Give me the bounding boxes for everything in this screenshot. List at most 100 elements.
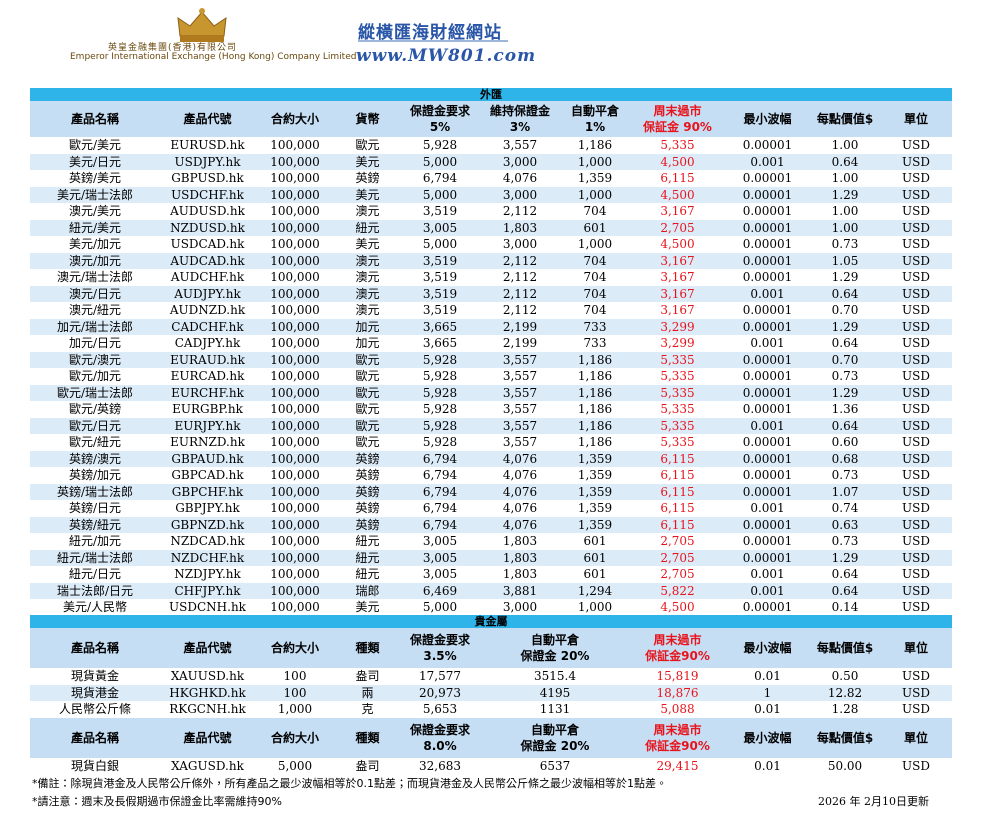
cell: 4,076 xyxy=(502,451,538,466)
header-cell: 保證金要求 3.5% xyxy=(400,628,480,668)
cell: 1,186 xyxy=(577,385,613,400)
cell: 3,557 xyxy=(502,138,538,152)
cell: 3,167 xyxy=(660,253,695,268)
cell: USD xyxy=(902,435,930,449)
header-cell: 單位 xyxy=(880,628,952,668)
header-text: 合約大小 xyxy=(270,641,319,655)
cell: 3,000 xyxy=(502,237,538,251)
cell: 1.29 xyxy=(831,270,859,284)
cell: 0.73 xyxy=(831,468,859,482)
cell: 0.001 xyxy=(750,336,785,350)
cell: 2,705 xyxy=(660,550,695,565)
cell: 5,335 xyxy=(660,369,695,383)
cell: 克 xyxy=(361,702,374,717)
cell: USDJPY.hk xyxy=(174,154,241,169)
cell: 盎司 xyxy=(355,669,380,683)
cell: 澳元 xyxy=(355,270,380,284)
cell: 3,557 xyxy=(502,385,538,400)
header-cell: 單位 xyxy=(880,718,952,758)
cell: 3,881 xyxy=(502,583,538,598)
cell: 5,653 xyxy=(422,702,458,717)
header-text: 合約大小 xyxy=(270,730,319,745)
header-text: 每點價值$ xyxy=(816,112,874,126)
cell: 3,167 xyxy=(660,270,695,284)
cell: 加元/瑞士法郎 xyxy=(56,319,134,334)
cell: 英鎊/紐元 xyxy=(68,517,122,532)
cell: 100,000 xyxy=(270,484,320,499)
cell: 2,705 xyxy=(660,534,695,548)
cell: HKGHKD.hk xyxy=(169,685,246,700)
cell: 3,519 xyxy=(422,286,458,301)
cell: 加元 xyxy=(355,319,380,334)
cell: 6,794 xyxy=(422,468,458,482)
cell: 5,000 xyxy=(422,600,458,614)
cell: 1,186 xyxy=(577,435,613,449)
cell: 100,000 xyxy=(270,501,320,515)
cell: USD xyxy=(902,669,930,683)
cell: 1,186 xyxy=(577,369,613,383)
header-cell: 種類 xyxy=(335,718,400,758)
cell: 0.00001 xyxy=(742,187,793,202)
cell: 1,359 xyxy=(577,484,613,499)
cell: 澳元 xyxy=(355,253,380,268)
cell: USD xyxy=(902,702,930,717)
cell: 0.001 xyxy=(750,567,785,581)
cell: 1,000 xyxy=(577,154,613,169)
cell: 4,076 xyxy=(502,501,538,515)
cell: 英鎊 xyxy=(355,171,380,185)
header-cell: 貨幣 xyxy=(335,101,400,137)
cell: USD xyxy=(902,187,930,202)
cell: 50.00 xyxy=(827,758,863,773)
cell: 0.00001 xyxy=(742,402,793,416)
cell: AUDUSD.hk xyxy=(170,204,245,218)
cell: 100,000 xyxy=(270,319,320,334)
cell: 2,112 xyxy=(502,204,538,218)
cell: 澳元/日元 xyxy=(68,286,122,301)
header-text: 產品名稱 xyxy=(70,112,119,126)
data-row: 英鎊/紐元 GBPNZD.hk 100,000 英鎊 6,794 4,076 1,359 6,… xyxy=(30,516,952,533)
header-cell: 自動平倉 保證金 20% xyxy=(480,628,630,668)
cell: 澳元/紐元 xyxy=(68,303,122,317)
cell: 0.00001 xyxy=(742,237,793,251)
cell: 0.64 xyxy=(831,418,859,433)
cell: EURGBP.hk xyxy=(172,402,243,416)
cell: EURCHF.hk xyxy=(171,385,244,400)
cell: 0.00001 xyxy=(742,484,793,499)
cell: 1,359 xyxy=(577,171,613,185)
cell: 1.36 xyxy=(831,402,859,416)
cell: EURUSD.hk xyxy=(170,138,245,152)
company-zh: 英皇金融集團(香港)有限公司 xyxy=(108,43,238,53)
cell: NZDJPY.hk xyxy=(174,567,241,581)
data-row: 美元/人民幣 USDCNH.hk 100,000 美元 5,000 3,000 1,000 4… xyxy=(30,599,952,616)
cell: 100,000 xyxy=(270,517,320,532)
cell: 1,359 xyxy=(577,517,613,532)
cell: 澳元 xyxy=(355,303,380,317)
cell: 5,335 xyxy=(660,435,695,449)
cell: XAUUSD.hk xyxy=(170,669,245,683)
cell: 英鎊/瑞士法郎 xyxy=(56,484,134,499)
cell: 美元 xyxy=(355,600,380,614)
cell: 美元 xyxy=(355,187,380,202)
header-cell: 保證金要求 8.0% xyxy=(400,718,480,758)
header-cell: 合約大小 xyxy=(255,718,335,758)
cell: 4,076 xyxy=(502,171,538,185)
cell: 1,803 xyxy=(502,534,538,548)
data-row: 美元/瑞士法郎 USDCHF.hk 100,000 美元 5,000 3,000 1,000… xyxy=(30,186,952,203)
cell: USD xyxy=(902,154,930,169)
cell: 現貨白銀 xyxy=(70,758,119,773)
header-text: 產品代號 xyxy=(183,641,232,655)
cell: 3,519 xyxy=(422,303,458,317)
cell: 1,186 xyxy=(577,138,613,152)
cell: 紐元/瑞士法郎 xyxy=(56,550,134,565)
cell: 4,076 xyxy=(502,517,538,532)
cell: 0.00001 xyxy=(742,352,793,367)
cell: 英鎊/美元 xyxy=(68,171,122,185)
header-text: 每點價值$ xyxy=(816,730,874,745)
cell: 4,076 xyxy=(502,468,538,482)
cell: USD xyxy=(902,484,930,499)
header-text: 5% xyxy=(429,120,451,134)
cell: 6,115 xyxy=(660,171,695,185)
header-text: 保證金要求 xyxy=(409,722,470,737)
cell: 2,112 xyxy=(502,286,538,301)
cell: USD xyxy=(902,204,930,218)
